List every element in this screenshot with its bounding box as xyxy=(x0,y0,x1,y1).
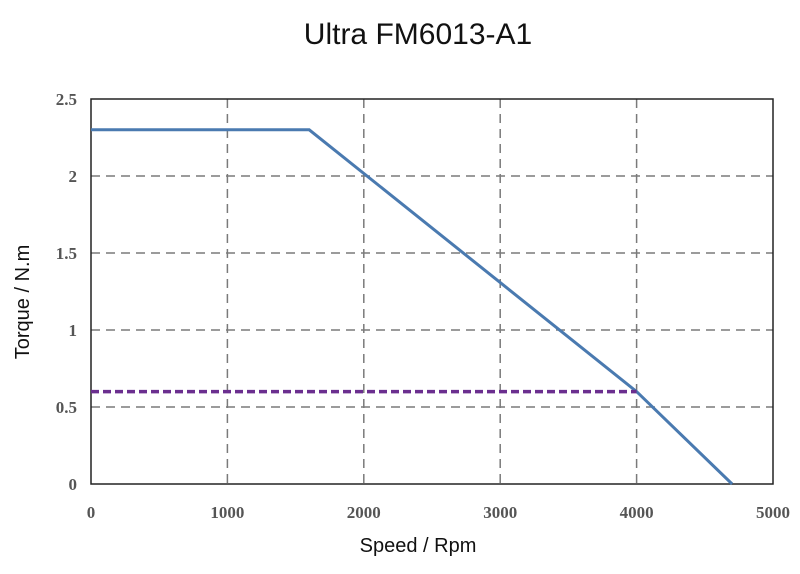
x-tick-label-5: 5000 xyxy=(756,503,790,522)
chart-title: Ultra FM6013-A1 xyxy=(304,18,532,51)
x-tick-labels: 0 1000 2000 3000 4000 5000 xyxy=(87,503,790,522)
x-tick-label-2: 2000 xyxy=(347,503,381,522)
series-line-0-solid xyxy=(91,128,734,486)
x-tick-label-4: 4000 xyxy=(620,503,654,522)
series-lines xyxy=(91,128,734,486)
y-tick-label-2: 1 xyxy=(69,321,78,340)
y-tick-label-3: 1.5 xyxy=(56,244,77,263)
y-tick-labels: 0 0.5 1 1.5 2 2.5 xyxy=(56,90,77,494)
y-tick-label-5: 2.5 xyxy=(56,90,77,109)
plot-frame xyxy=(90,98,774,485)
x-tick-label-3: 3000 xyxy=(483,503,517,522)
grid-lines xyxy=(91,99,773,484)
y-tick-label-4: 2 xyxy=(69,167,78,186)
x-tick-label-0: 0 xyxy=(87,503,96,522)
y-tick-label-1: 0.5 xyxy=(56,398,77,417)
y-tick-label-0: 0 xyxy=(69,475,78,494)
y-axis-label: Torque / N.m xyxy=(12,245,34,359)
x-tick-label-1: 1000 xyxy=(210,503,244,522)
x-axis-label: Speed / Rpm xyxy=(360,535,477,557)
